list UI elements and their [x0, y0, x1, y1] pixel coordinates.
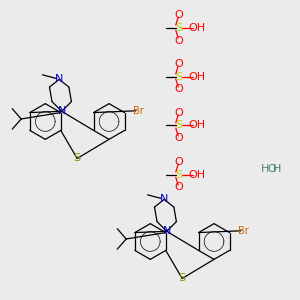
Text: O: O: [174, 182, 183, 193]
Text: H: H: [273, 164, 282, 174]
Text: N: N: [55, 74, 63, 84]
Text: O: O: [174, 84, 183, 94]
Text: O: O: [174, 157, 183, 167]
Text: S: S: [178, 274, 186, 284]
Text: N: N: [58, 106, 66, 116]
Text: OH: OH: [189, 71, 206, 82]
Text: O: O: [174, 107, 183, 118]
Text: S: S: [175, 22, 182, 33]
Text: O: O: [174, 35, 183, 46]
Text: O: O: [267, 164, 276, 174]
Text: OH: OH: [189, 22, 206, 33]
Text: S: S: [74, 154, 81, 164]
Text: O: O: [174, 10, 183, 20]
Text: S: S: [175, 169, 182, 180]
Text: S: S: [175, 71, 182, 82]
Text: O: O: [174, 133, 183, 143]
Text: Br: Br: [238, 226, 249, 236]
Text: OH: OH: [189, 169, 206, 180]
Text: OH: OH: [189, 120, 206, 130]
Text: O: O: [174, 58, 183, 69]
Text: Br: Br: [133, 106, 144, 116]
Text: N: N: [163, 226, 171, 236]
Text: S: S: [175, 120, 182, 130]
Text: H: H: [261, 164, 270, 174]
Text: N: N: [160, 194, 168, 204]
